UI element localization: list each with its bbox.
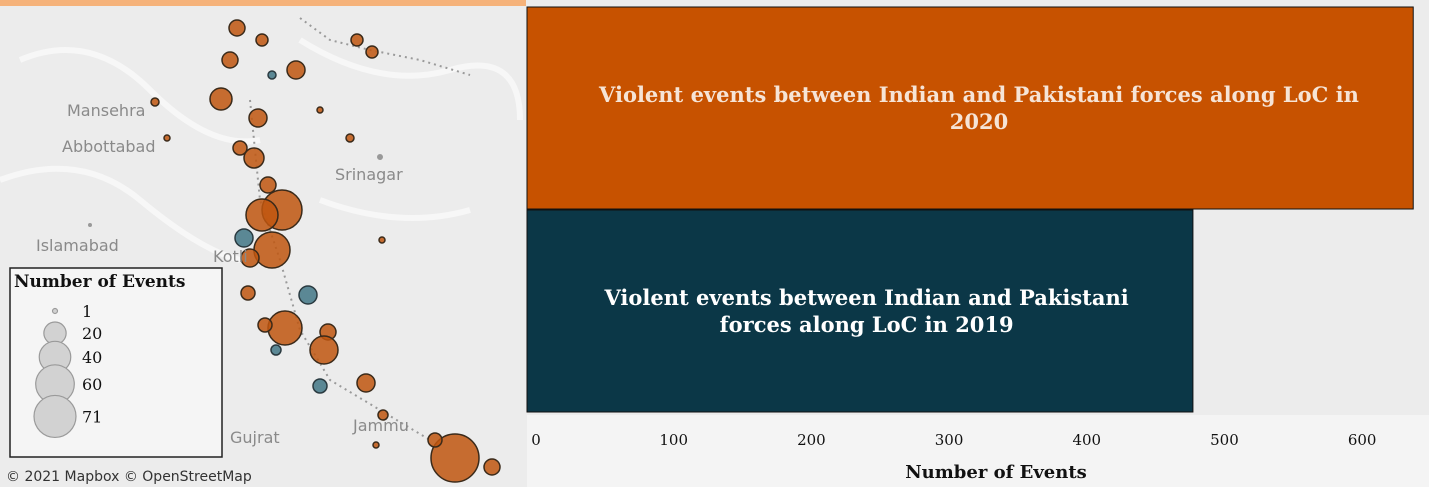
legend-label: 71	[82, 407, 102, 426]
bar	[526, 209, 1194, 413]
size-legend: Number of Events 1 20 40 60 71	[9, 267, 223, 458]
bar	[526, 6, 1414, 210]
map-terrain	[0, 37, 523, 263]
bar-chart: 0 100 200 300 400 500 600 Number of Events	[526, 6, 1414, 483]
place-label: Islamabad	[36, 236, 119, 255]
legend-label: 1	[82, 302, 92, 321]
event-bubbles	[150, 19, 501, 483]
x-tick-label: 400	[1072, 431, 1101, 449]
place-label: Jammu	[352, 416, 409, 435]
city-dot	[88, 223, 92, 227]
x-axis-title: Number of Events	[905, 462, 1087, 483]
place-label: Gujrat	[230, 428, 280, 447]
attribution: © 2021 Mapbox © OpenStreetMap	[6, 469, 252, 485]
place-label: Abbottabad	[62, 137, 156, 156]
legend-title: Number of Events	[14, 272, 185, 292]
place-label: Srinagar	[335, 165, 403, 184]
top-strip	[0, 0, 526, 6]
legend-label: 60	[82, 375, 102, 394]
x-tick-label: 300	[935, 431, 964, 449]
legend-circle	[51, 307, 59, 315]
x-tick-label: 200	[797, 431, 826, 449]
x-tick-label: 500	[1210, 431, 1239, 449]
x-tick-label: 100	[659, 431, 688, 449]
bar-label: Violent events between Indian and Pakist…	[604, 285, 1129, 337]
x-tick-label: 0	[531, 431, 541, 449]
city-dot	[377, 154, 383, 160]
bar-label: Violent events between Indian and Pakist…	[599, 82, 1359, 134]
legend-label: 20	[82, 324, 102, 343]
x-tick-label: 600	[1348, 431, 1377, 449]
legend-label: 40	[82, 348, 102, 367]
legend-circle	[33, 394, 77, 439]
place-label: Kotli	[213, 247, 248, 266]
place-label: Mansehra	[67, 101, 145, 120]
axis-background	[527, 415, 1429, 487]
